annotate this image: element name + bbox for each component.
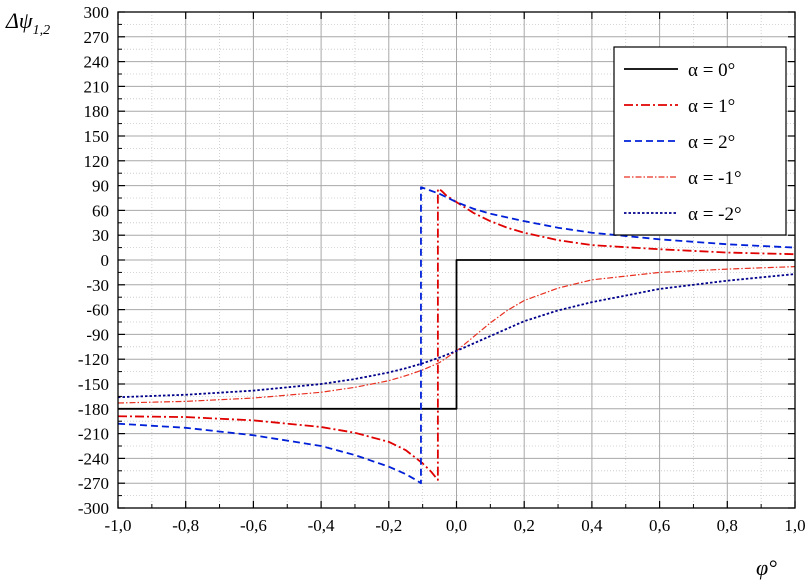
y-tick-label: -60	[86, 301, 109, 320]
tick-labels: -1,0 -0,8 -0,6 -0,4 -0,2 0,0 0,2 0,4 0,6 0,8 1,0 -3…	[78, 3, 806, 535]
y-tick-label: 270	[84, 28, 110, 47]
legend-label: α = -1°	[688, 168, 742, 189]
x-tick-label: 0,6	[649, 516, 670, 535]
x-tick-label: -0,4	[308, 516, 335, 535]
y-tick-label: 240	[84, 53, 110, 72]
x-axis-title: φ°	[756, 555, 777, 580]
y-tick-label: 180	[84, 102, 110, 121]
y-tick-label: -90	[86, 325, 109, 344]
legend-box	[613, 46, 787, 236]
legend-label: α = 1°	[688, 96, 735, 117]
legend-label: α = -2°	[688, 204, 742, 225]
y-tick-label: 90	[92, 177, 109, 196]
x-tick-label: 0,4	[581, 516, 603, 535]
y-tick-label: -300	[78, 499, 109, 518]
y-tick-label: 150	[84, 127, 110, 146]
series-line-2	[117, 188, 796, 481]
y-tick-label: -180	[78, 400, 109, 419]
y-tick-label: 30	[92, 226, 109, 245]
y-axis-title-subscript: 1,2	[33, 23, 51, 38]
axis-titles: Δψ1,2 φ°	[5, 8, 777, 580]
y-tick-label: -240	[78, 449, 109, 468]
legend-label: α = 2°	[688, 132, 735, 153]
x-tick-label: 0,0	[446, 516, 467, 535]
x-tick-label: 1,0	[784, 516, 805, 535]
y-tick-label: -210	[78, 425, 109, 444]
y-tick-label: 120	[84, 152, 110, 171]
y-tick-label: 60	[92, 201, 109, 220]
y-axis-title: Δψ1,2	[5, 8, 50, 38]
x-tick-label: -0,2	[375, 516, 402, 535]
x-tick-label: -0,6	[240, 516, 267, 535]
x-tick-label: -1,0	[105, 516, 132, 535]
ticks	[117, 11, 796, 509]
grid	[117, 11, 796, 509]
y-tick-label: 210	[84, 77, 110, 96]
y-tick-label: -120	[78, 350, 109, 369]
legend-label: α = 0°	[688, 60, 735, 81]
series-line-1	[118, 259, 795, 410]
y-tick-label: 300	[84, 3, 110, 22]
x-tick-label: 0,8	[717, 516, 738, 535]
legend: α = 0° α = 1° α = 2° α = -1° α = -2°	[613, 46, 787, 236]
y-tick-label: -150	[78, 375, 109, 394]
y-tick-label: 0	[101, 251, 110, 270]
series-line-5	[117, 273, 796, 399]
y-axis-title-main: Δψ	[5, 8, 33, 33]
x-tick-label: 0,2	[514, 516, 535, 535]
series-group	[117, 186, 796, 485]
y-tick-label: -30	[86, 276, 109, 295]
x-tick-label: -0,8	[172, 516, 199, 535]
series-line-3	[117, 186, 796, 485]
y-tick-label: -270	[78, 474, 109, 493]
